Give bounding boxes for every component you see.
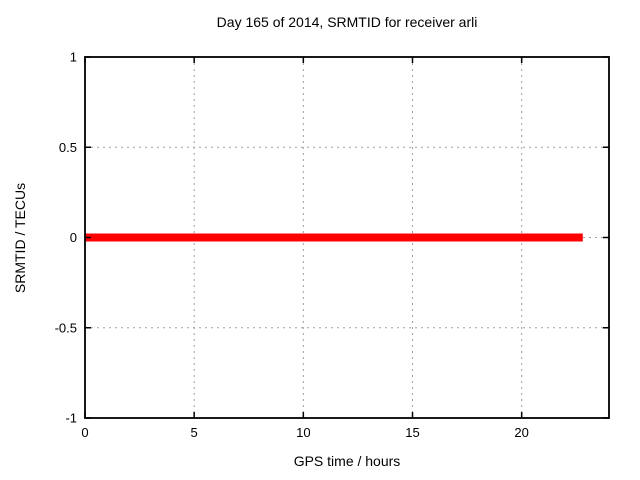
x-axis-label: GPS time / hours <box>293 453 401 469</box>
y-tick-label: 0 <box>70 230 77 245</box>
y-tick-label: 1 <box>70 50 77 65</box>
x-tick-label: 10 <box>296 425 310 440</box>
y-axis-label: SRMTID / TECUs <box>12 182 28 294</box>
y-tick-label: -0.5 <box>55 320 77 335</box>
y-tick-label: 0.5 <box>59 140 77 155</box>
chart-title: Day 165 of 2014, SRMTID for receiver arl… <box>216 14 478 30</box>
x-tick-label: 0 <box>81 425 88 440</box>
y-tick-label: -1 <box>65 411 77 426</box>
x-tick-label: 15 <box>405 425 419 440</box>
x-tick-label: 20 <box>514 425 528 440</box>
x-tick-label: 5 <box>191 425 198 440</box>
